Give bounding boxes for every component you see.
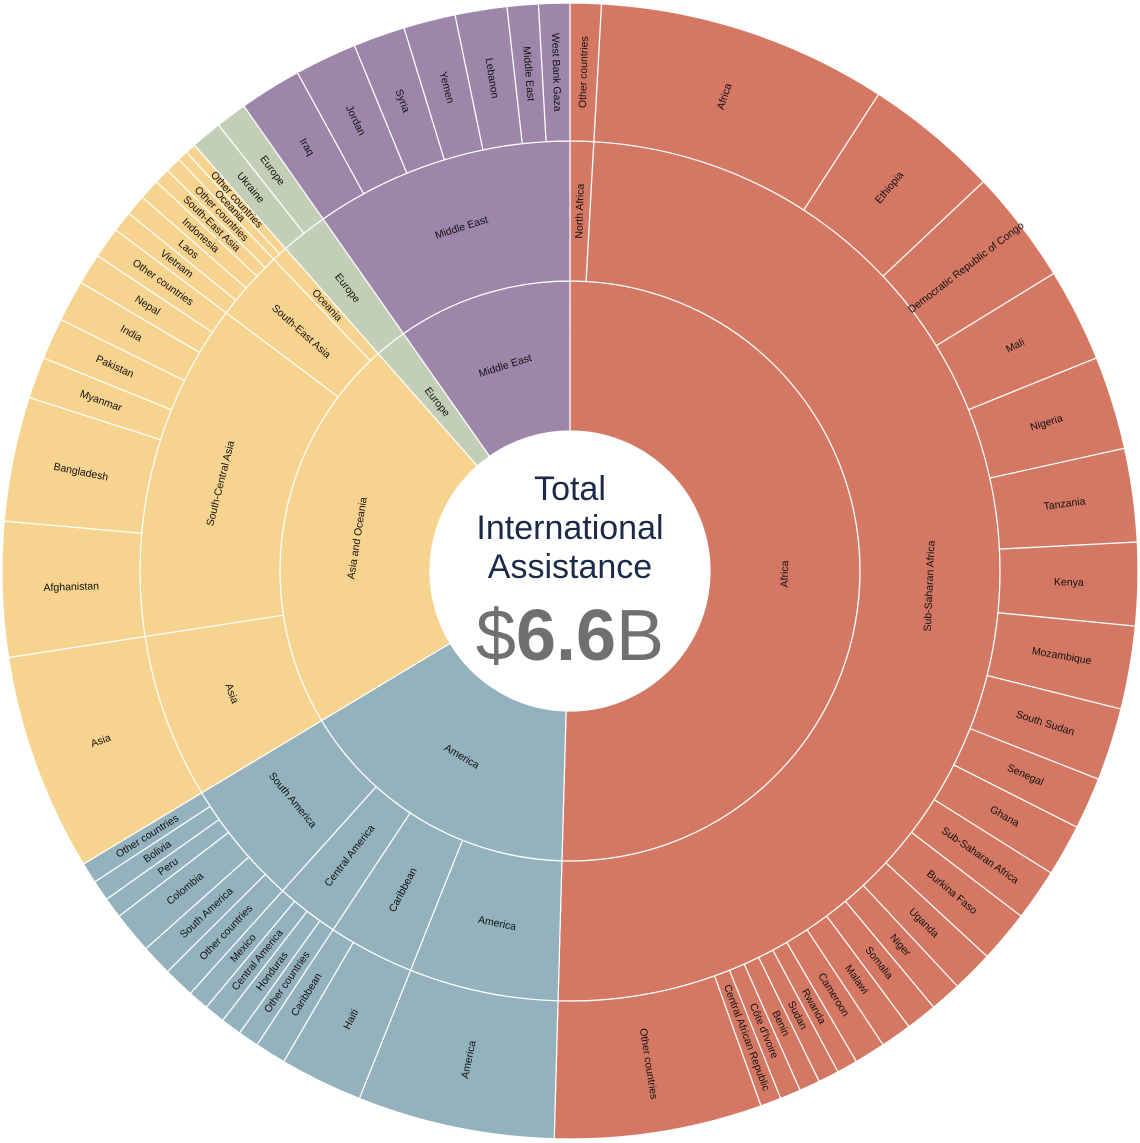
segment-label-sub-saharan-africa: Sub-Saharan Africa	[922, 540, 938, 632]
center-title-line2: International	[476, 509, 663, 547]
center-total-amount: $6.6B	[476, 596, 664, 676]
segment-west-bank-gaza[interactable]	[537, 2, 571, 143]
segment-label-north-africa: North Africa	[573, 183, 587, 238]
segment-label-middle-east: Middle East	[520, 46, 537, 102]
segment-label-africa: Africa	[779, 560, 791, 587]
segment-label-kenya: Kenya	[1054, 576, 1084, 589]
segment-label-tanzania: Tanzania	[1043, 495, 1086, 513]
segment-label-afghanistan: Afghanistan	[43, 580, 99, 594]
center-title-line1: Total	[534, 470, 606, 508]
center-circle	[431, 432, 709, 710]
segment-label-other-countries: Other countries	[577, 36, 591, 108]
segment-label-west-bank-gaza: West Bank Gaza	[549, 33, 563, 112]
center-title-line3: Assistance	[488, 548, 652, 586]
